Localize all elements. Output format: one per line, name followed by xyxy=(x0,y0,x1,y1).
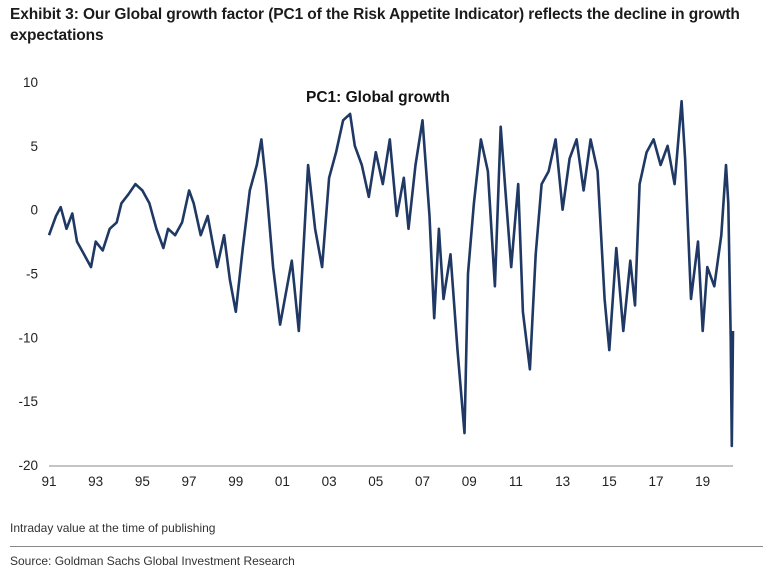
x-tick-label: 99 xyxy=(228,474,243,489)
series-line xyxy=(47,99,735,448)
chart-title: Exhibit 3: Our Global growth factor (PC1… xyxy=(10,6,740,44)
y-tick-labels: 10 5 0 -5 -10 -15 -20 xyxy=(18,75,38,473)
x-tick-labels: 91 93 95 97 99 01 03 05 07 09 11 13 15 17 19 xyxy=(41,474,710,489)
y-tick-label: -5 xyxy=(26,267,38,282)
source-note: Source: Goldman Sachs Global Investment … xyxy=(10,554,295,568)
series-layer xyxy=(47,99,735,448)
x-tick-label: 91 xyxy=(41,474,56,489)
x-tick-label: 17 xyxy=(648,474,663,489)
y-tick-label: 10 xyxy=(23,75,38,90)
y-tick-label: 5 xyxy=(30,139,38,154)
y-tick-label: 0 xyxy=(30,203,38,218)
divider xyxy=(10,546,763,547)
x-tick-label: 19 xyxy=(695,474,710,489)
x-tick-label: 95 xyxy=(135,474,150,489)
series-label: PC1: Global growth xyxy=(306,89,450,106)
y-tick-label: -15 xyxy=(18,394,38,409)
y-tick-label: -20 xyxy=(18,458,38,473)
y-tick-label: -10 xyxy=(18,330,38,345)
x-tick-label: 93 xyxy=(88,474,103,489)
footnote: Intraday value at the time of publishing xyxy=(10,521,216,535)
x-tick-label: 15 xyxy=(602,474,617,489)
x-tick-label: 07 xyxy=(415,474,430,489)
x-tick-label: 97 xyxy=(182,474,197,489)
x-tick-label: 05 xyxy=(368,474,383,489)
x-tick-label: 13 xyxy=(555,474,570,489)
x-tick-label: 11 xyxy=(509,474,523,489)
x-tick-label: 03 xyxy=(322,474,337,489)
x-tick-label: 01 xyxy=(275,474,290,489)
x-tick-label: 09 xyxy=(462,474,477,489)
